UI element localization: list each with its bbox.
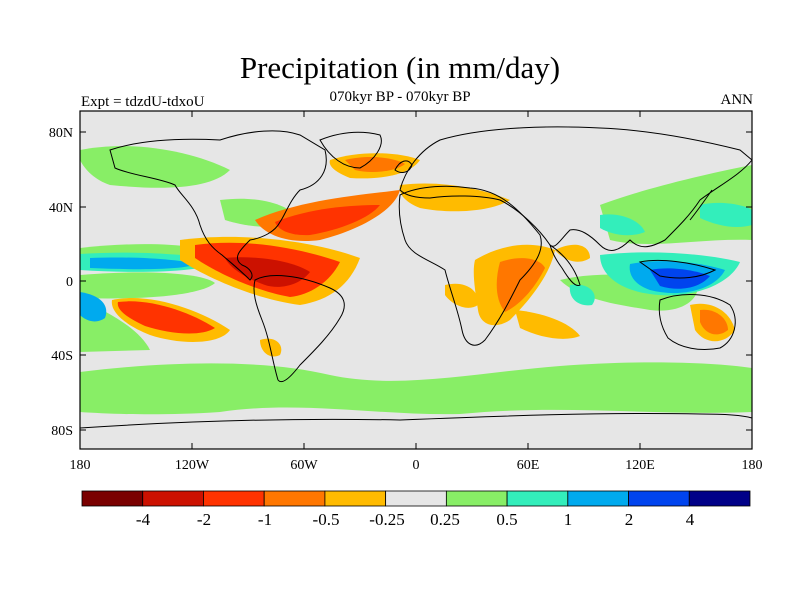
cb-label-2: -2 bbox=[197, 510, 211, 529]
x-tick-60w: 60W bbox=[290, 458, 318, 473]
x-tick-120w: 120W bbox=[175, 458, 210, 473]
eurasia-outline bbox=[399, 126, 752, 251]
subtitle: 070kyr BP - 070kyr BP bbox=[329, 89, 471, 105]
colorbar-box-8 bbox=[506, 490, 569, 507]
east-africa-dark-orange bbox=[496, 258, 545, 312]
colorbar-box-3 bbox=[203, 490, 265, 507]
y-tick-40n: 40N bbox=[49, 201, 73, 216]
antarctica-outline bbox=[80, 412, 752, 429]
colorbar-box-6 bbox=[385, 490, 447, 507]
y-tick-marks bbox=[80, 131, 752, 431]
indonesia-outline bbox=[638, 259, 717, 279]
y-tick-80s: 80S bbox=[51, 424, 73, 439]
south-china-cyan bbox=[600, 214, 645, 236]
pacific-itcz-blue bbox=[90, 257, 198, 270]
colorbar-box-2 bbox=[142, 490, 204, 507]
greenland-outline bbox=[319, 131, 382, 169]
x-tick-120e: 120E bbox=[625, 458, 655, 473]
colorbar-box-5 bbox=[324, 490, 387, 507]
cb-label-9: 2 bbox=[625, 510, 634, 529]
india-outline bbox=[549, 243, 581, 287]
congo-orange bbox=[445, 283, 479, 308]
tropical-atlantic-dark-red bbox=[225, 257, 310, 287]
x-tick-labels: 180 120W 60W 0 60E 120E 180 bbox=[70, 458, 763, 473]
y-tick-80n: 80N bbox=[49, 126, 73, 141]
cb-label-8: 1 bbox=[564, 510, 573, 529]
indian-ocean-cyan bbox=[569, 284, 595, 306]
se-pacific-red bbox=[117, 301, 215, 334]
cb-label-10: 4 bbox=[686, 510, 695, 529]
y-tick-0: 0 bbox=[66, 275, 73, 290]
colorbar-boxes bbox=[81, 490, 751, 507]
equatorial-pacific-green-2 bbox=[80, 272, 215, 299]
cb-label-5: -0.25 bbox=[369, 510, 404, 529]
x-tick-60e: 60E bbox=[517, 458, 540, 473]
x-tick-marks bbox=[79, 111, 753, 449]
y-tick-labels: 80N 40N 0 40S 80S bbox=[49, 126, 73, 439]
colorbar-box-1 bbox=[81, 490, 144, 507]
southern-ocean-wet-band bbox=[80, 362, 752, 415]
north-america-outline bbox=[109, 130, 327, 281]
precip-anomaly-field bbox=[80, 146, 752, 415]
coastlines bbox=[80, 126, 752, 429]
colorbar-box-7 bbox=[445, 490, 508, 507]
season-label: ANN bbox=[720, 92, 754, 108]
cb-label-4: -0.5 bbox=[313, 510, 340, 529]
colorbar: -4 -2 -1 -0.5 -0.25 0.25 0.5 1 2 4 bbox=[81, 490, 751, 529]
x-tick-0: 0 bbox=[413, 458, 420, 473]
colorbar-box-9 bbox=[567, 490, 629, 507]
experiment-label: Expt = tdzdU-tdxoU bbox=[81, 94, 205, 110]
australia-outline bbox=[658, 294, 736, 351]
page-title: Precipitation (in mm/day) bbox=[239, 50, 561, 85]
cb-label-1: -4 bbox=[136, 510, 151, 529]
north-pacific-green bbox=[80, 146, 230, 188]
britain-outline bbox=[394, 160, 413, 173]
australia-dark-orange bbox=[700, 309, 728, 335]
arabian-sea-orange bbox=[555, 244, 590, 262]
japan-outline bbox=[689, 189, 713, 221]
africa-outline bbox=[398, 185, 542, 346]
cb-label-6: 0.25 bbox=[430, 510, 460, 529]
mediterranean-orange bbox=[399, 183, 510, 212]
gulf-stream-red bbox=[275, 205, 380, 236]
colorbar-box-11 bbox=[688, 490, 751, 507]
x-tick-180e: 180 bbox=[742, 458, 763, 473]
colorbar-box-10 bbox=[628, 490, 690, 507]
south-pacific-blue bbox=[80, 292, 107, 322]
x-tick-180w: 180 bbox=[70, 458, 91, 473]
sw-indian-orange bbox=[515, 310, 580, 339]
nw-pacific-cyan bbox=[700, 202, 752, 228]
cb-label-7: 0.5 bbox=[496, 510, 517, 529]
cb-label-3: -1 bbox=[258, 510, 272, 529]
colorbar-labels: -4 -2 -1 -0.5 -0.25 0.25 0.5 1 2 4 bbox=[136, 510, 695, 529]
south-america-outline bbox=[253, 275, 345, 383]
colorbar-box-4 bbox=[263, 490, 326, 507]
y-tick-40s: 40S bbox=[51, 349, 73, 364]
